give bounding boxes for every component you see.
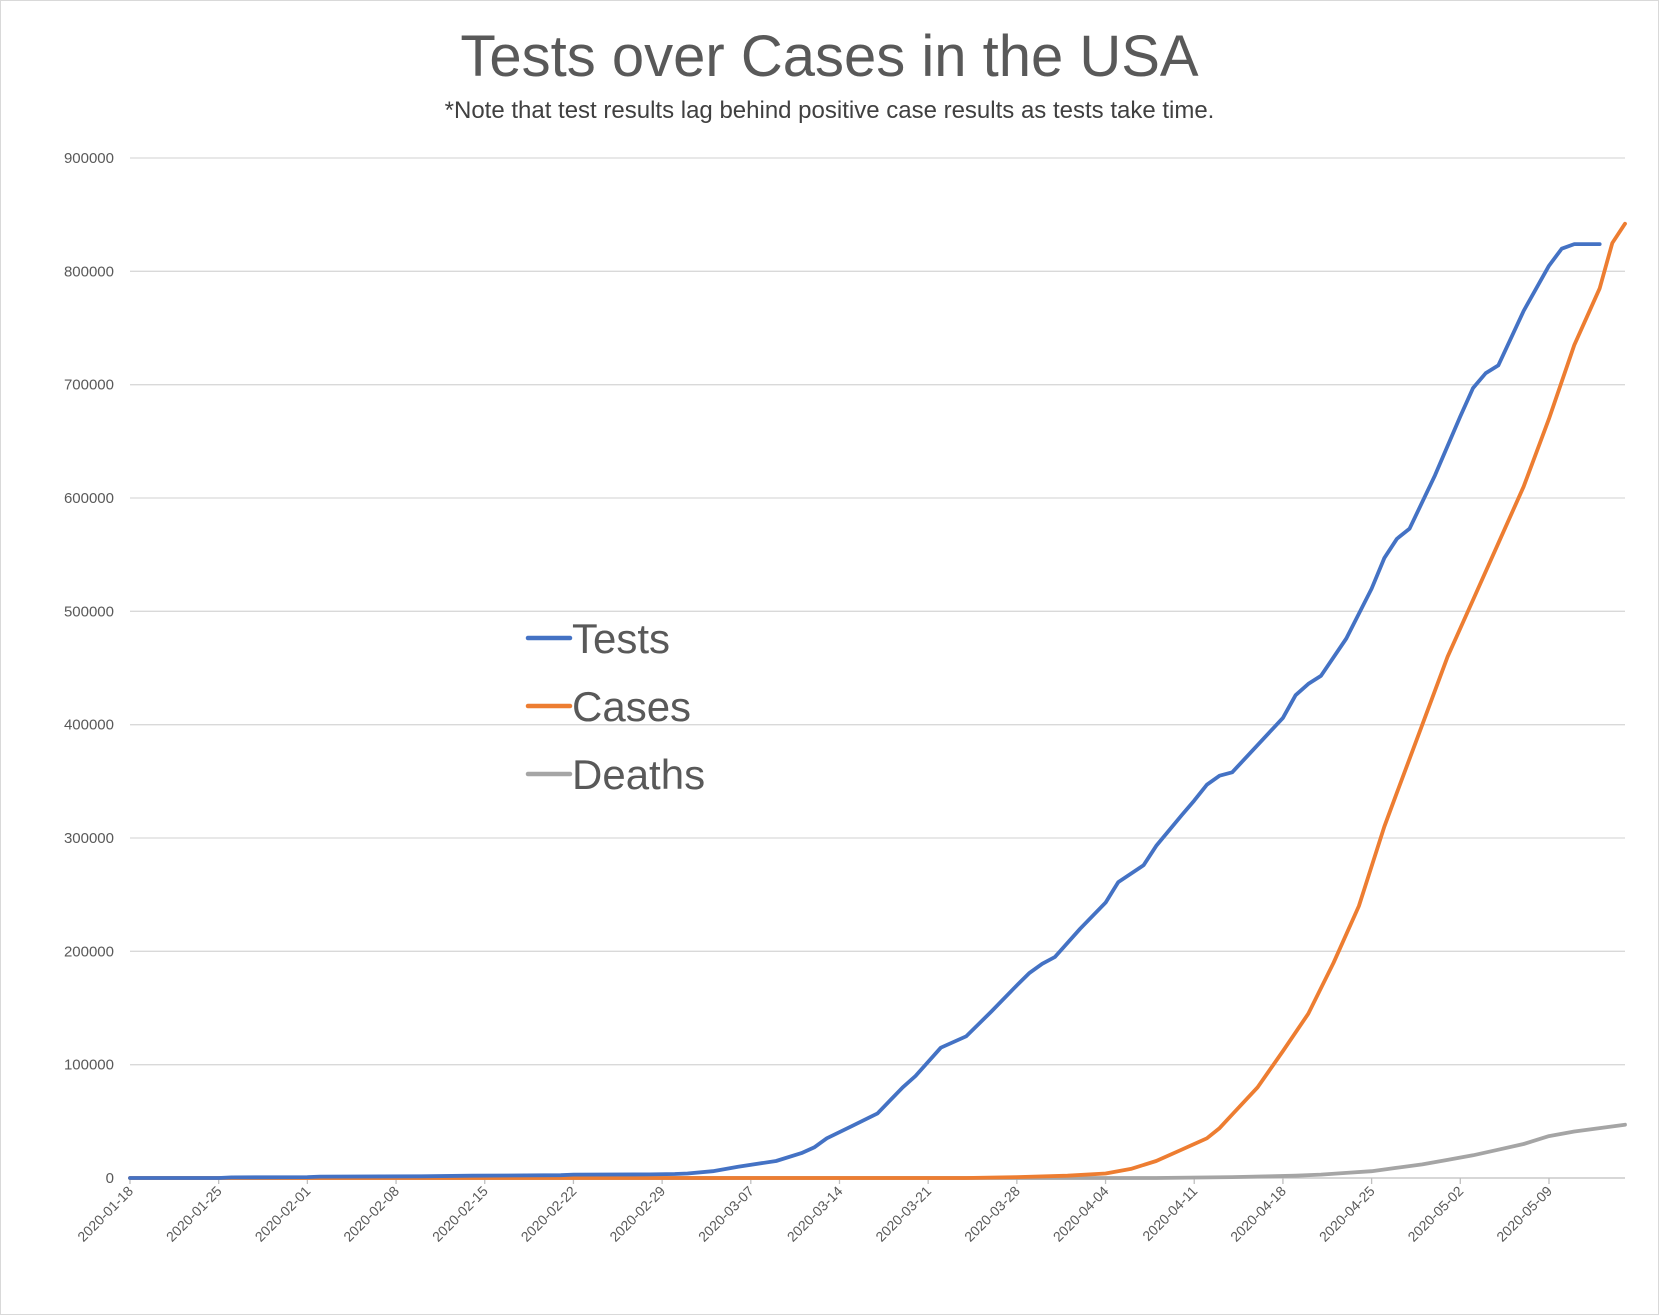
x-tick-label: 2020-04-25: [1316, 1183, 1378, 1245]
y-tick-label: 0: [106, 1170, 114, 1187]
x-tick-label: 2020-02-08: [340, 1183, 402, 1245]
x-tick-labels: 2020-01-18 2020-01-25 2020-02-01 2020-02-08…: [74, 1183, 1555, 1245]
series-line-cases: [128, 221, 1627, 1180]
x-tick-label: 2020-05-02: [1404, 1183, 1466, 1245]
y-tick-label: 100000: [64, 1057, 114, 1074]
x-tick-label: 2020-02-22: [518, 1183, 580, 1245]
y-tick-label: 800000: [64, 263, 114, 280]
y-tick-label: 400000: [64, 717, 114, 734]
series-line-tests: [128, 242, 1602, 1180]
x-tick-label: 2020-03-28: [961, 1183, 1023, 1245]
y-tick-label: 900000: [64, 150, 114, 167]
x-tick-label: 2020-02-15: [429, 1183, 491, 1245]
series-lines: [128, 221, 1627, 1180]
series-line-deaths: [128, 1122, 1627, 1180]
gridlines: [130, 157, 1625, 1066]
y-tick-labels: 0 100000 200000 300000 400000 500000 600000 700…: [64, 150, 114, 1187]
legend-label-deaths: Deaths: [572, 751, 705, 798]
legend-label-tests: Tests: [572, 615, 670, 662]
legend-label-cases: Cases: [572, 683, 691, 730]
x-tick-label: 2020-01-18: [74, 1183, 136, 1245]
legend: Tests Cases Deaths: [525, 615, 705, 798]
x-tick-label: 2020-03-14: [784, 1183, 846, 1245]
y-tick-label: 200000: [64, 943, 114, 960]
x-tick-label: 2020-02-01: [252, 1183, 314, 1245]
x-tick-label: 2020-01-25: [163, 1183, 225, 1245]
y-tick-label: 700000: [64, 377, 114, 394]
chart-subtitle: *Note that test results lag behind posit…: [444, 97, 1215, 124]
x-tick-label: 2020-03-21: [872, 1183, 934, 1245]
x-tick-label: 2020-04-11: [1139, 1183, 1200, 1244]
x-tick-label: 2020-04-18: [1227, 1183, 1289, 1245]
x-tick-label: 2020-02-29: [606, 1183, 668, 1245]
y-tick-label: 600000: [64, 490, 114, 507]
y-tick-label: 500000: [64, 603, 114, 620]
x-tick-label: 2020-04-04: [1050, 1183, 1112, 1245]
x-tick-label: 2020-05-09: [1493, 1183, 1555, 1245]
chart-title: Tests over Cases in the USA: [460, 24, 1199, 89]
x-tick-label: 2020-03-07: [695, 1183, 757, 1245]
y-tick-label: 300000: [64, 830, 114, 847]
